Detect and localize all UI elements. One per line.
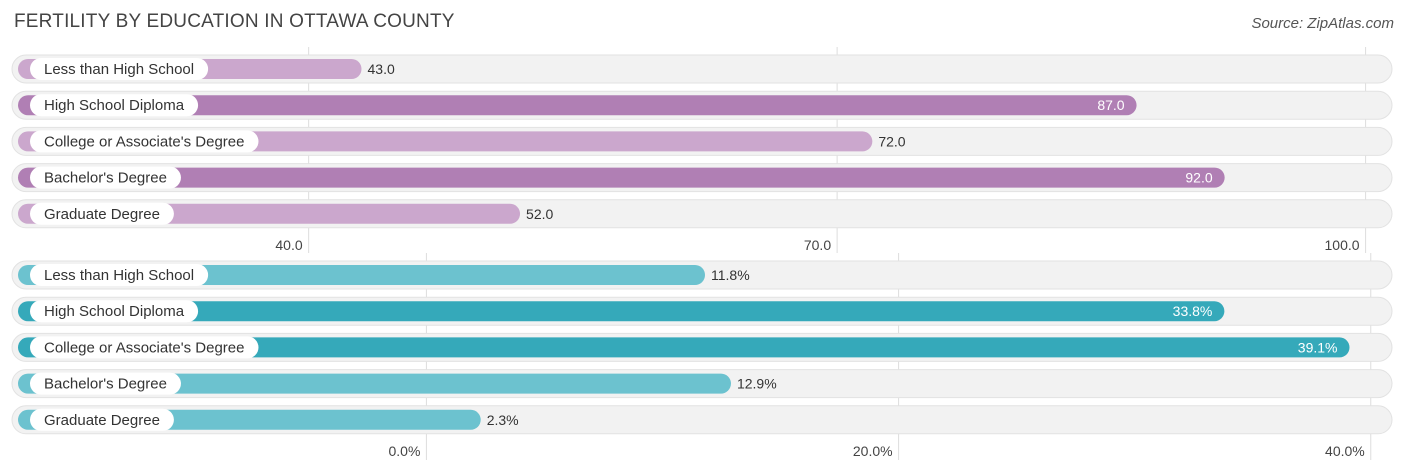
category-label: Bachelor's Degree <box>44 170 167 187</box>
category-label-pill <box>30 166 181 189</box>
tick-label: 40.0 <box>275 237 302 253</box>
bar <box>18 301 1225 322</box>
tick-label: 40.0% <box>1325 443 1365 459</box>
source-label: Source: ZipAtlas.com <box>1251 15 1394 32</box>
category-label: High School Diploma <box>44 97 185 114</box>
category-label: Graduate Degree <box>44 412 160 429</box>
value-label: 11.8% <box>711 267 750 283</box>
bar-row: Bachelor's Degree 92.0 <box>11 163 1393 193</box>
category-label-pill <box>30 202 174 225</box>
category-label: Less than High School <box>44 267 194 284</box>
bar-row: College or Associate's Degree 39.1% <box>11 332 1393 362</box>
bar <box>18 95 1137 116</box>
value-label: 12.9% <box>737 376 777 392</box>
value-label: 39.1% <box>1298 339 1338 355</box>
bar <box>18 373 731 394</box>
category-label-pill <box>30 264 209 286</box>
bar-row: High School Diploma 33.8% <box>11 296 1393 326</box>
category-label-pill <box>30 336 259 359</box>
category-label: College or Associate's Degree <box>44 339 244 356</box>
bar-row: High School Diploma 87.0 <box>11 90 1393 120</box>
bar <box>18 337 1350 358</box>
chart-title: FERTILITY BY EDUCATION IN OTTAWA COUNTY <box>14 11 455 32</box>
value-label: 33.8% <box>1173 303 1213 319</box>
value-label: 92.0 <box>1185 170 1212 186</box>
bar-row: Less than High School 43.0 <box>11 54 1393 84</box>
category-label: Graduate Degree <box>44 206 160 223</box>
tick-label: 0.0% <box>389 443 421 459</box>
bar-row: Graduate Degree 52.0 <box>11 199 1393 229</box>
category-label: College or Associate's Degree <box>44 133 244 150</box>
category-label-pill <box>30 130 259 153</box>
category-label: High School Diploma <box>44 303 185 320</box>
bar-row: Bachelor's Degree 12.9% <box>11 369 1393 399</box>
value-label: 52.0 <box>526 206 553 222</box>
bar <box>18 167 1225 188</box>
category-label-pill <box>30 408 174 431</box>
value-label: 87.0 <box>1097 97 1124 113</box>
value-label: 72.0 <box>878 133 905 149</box>
category-label-pill <box>30 372 181 395</box>
category-label: Bachelor's Degree <box>44 376 167 393</box>
category-label: Less than High School <box>44 61 194 78</box>
tick-label: 20.0% <box>853 443 893 459</box>
category-label-pill <box>30 300 199 323</box>
tick-label: 70.0 <box>804 237 831 253</box>
bar-row: College or Associate's Degree 72.0 <box>11 126 1393 156</box>
value-label: 43.0 <box>368 61 395 77</box>
bar-row: Graduate Degree 2.3% <box>11 405 1393 435</box>
bar-row: Less than High School 11.8% <box>11 260 1393 290</box>
value-label: 2.3% <box>487 412 519 428</box>
category-label-pill <box>30 58 209 80</box>
tick-label: 100.0 <box>1325 237 1360 253</box>
category-label-pill <box>30 94 199 117</box>
